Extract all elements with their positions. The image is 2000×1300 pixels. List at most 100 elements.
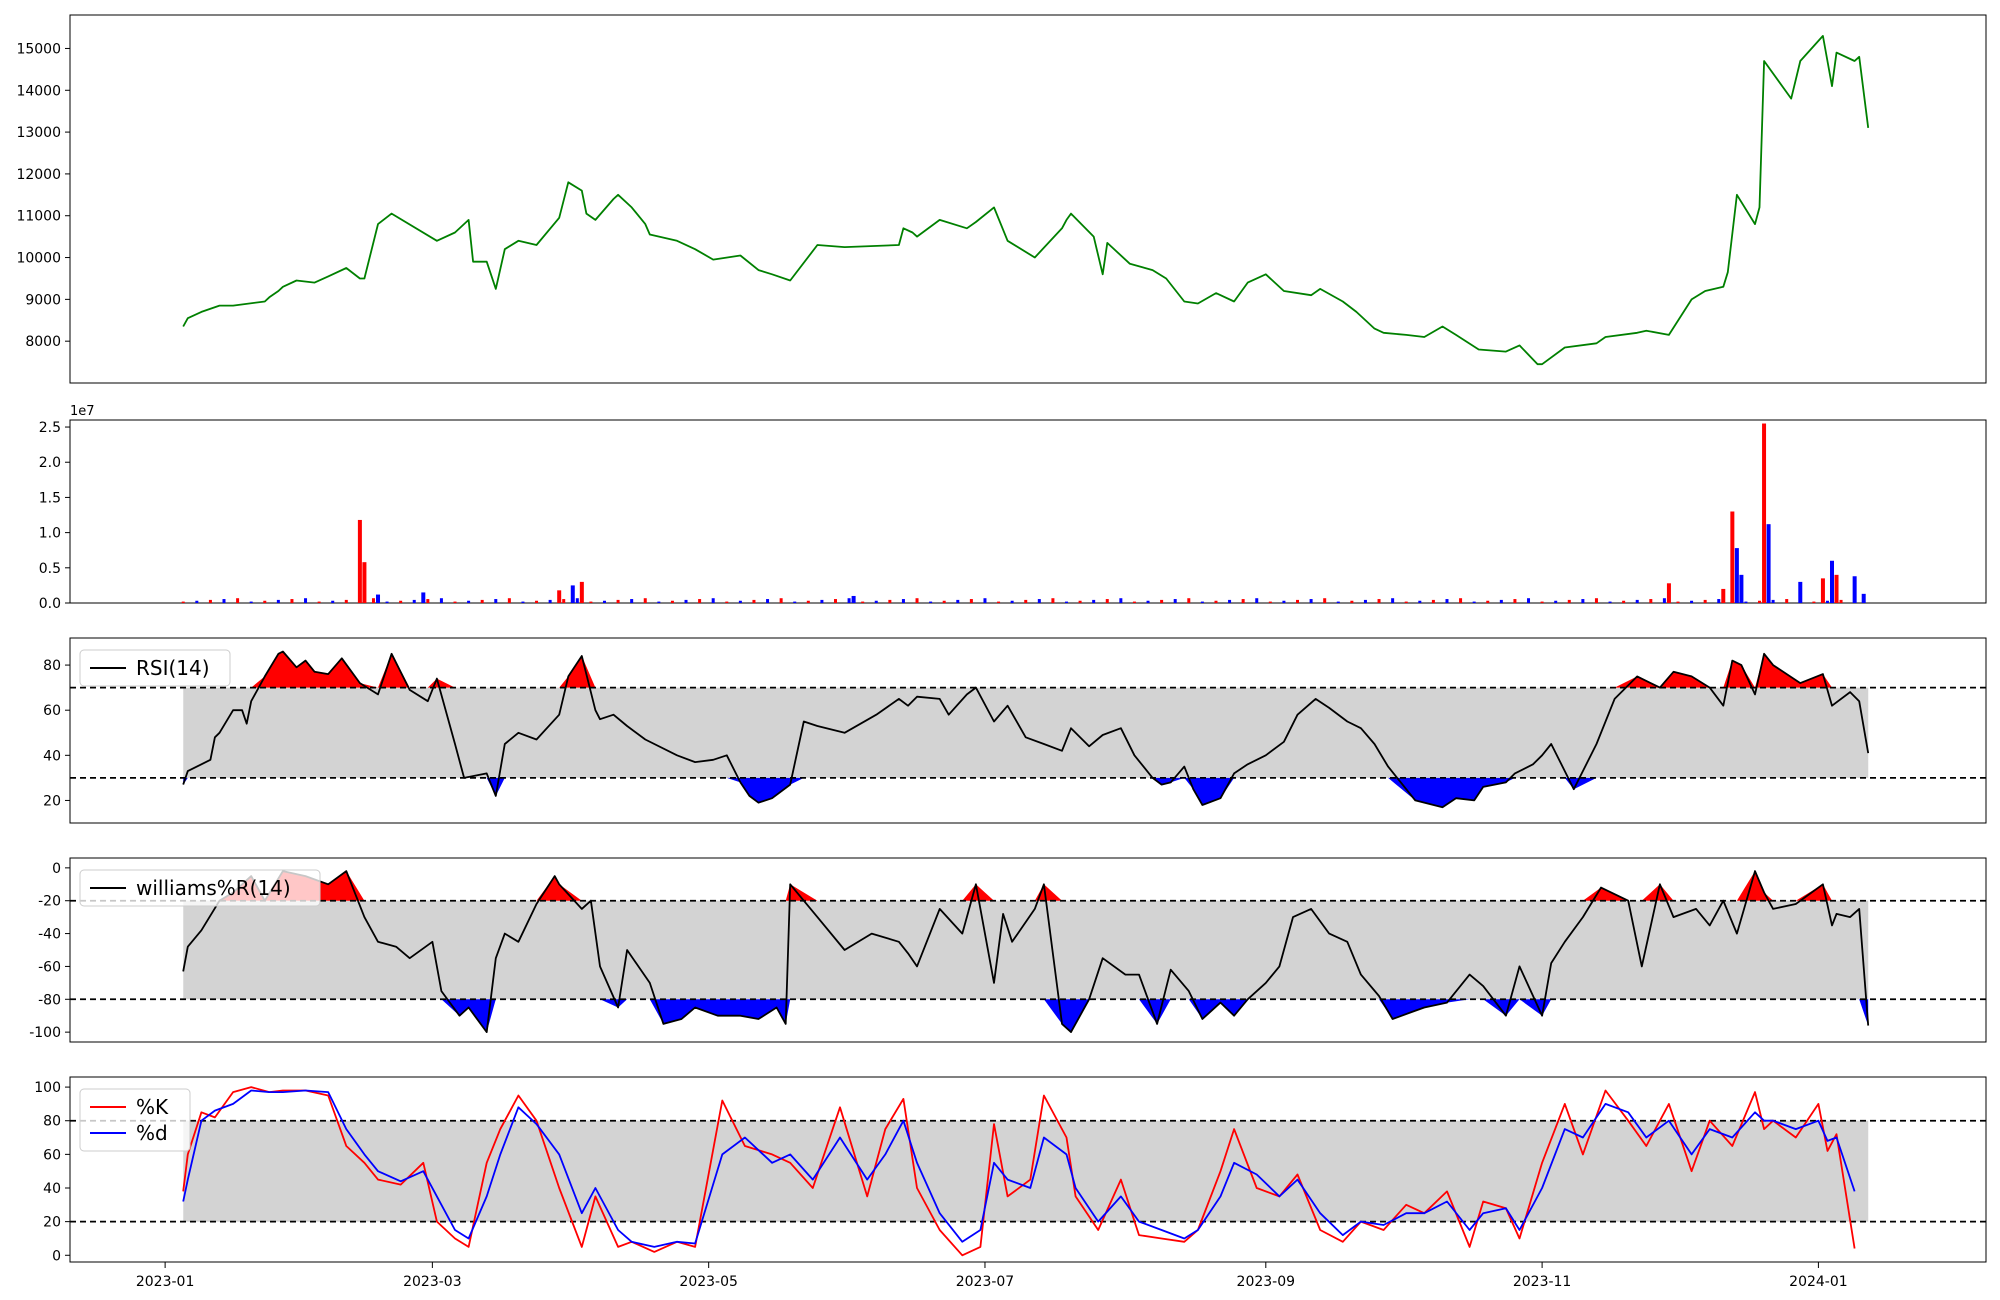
overbought-fill: [183, 651, 1869, 688]
volume-bar: [670, 600, 674, 603]
volume-bar: [630, 599, 634, 603]
volume-bar: [1730, 511, 1735, 603]
volume-bar: [548, 599, 552, 603]
y-tick-label: 14000: [16, 83, 61, 99]
volume-bar: [1146, 600, 1150, 603]
volume-bar: [1445, 599, 1449, 603]
volume-panel: 1e7 0.0 0.5 1.0 1.5 2.0 2.5: [39, 404, 1987, 612]
volume-bar: [304, 598, 308, 603]
y-tick-label: 13000: [16, 125, 61, 141]
volume-bar: [439, 598, 443, 603]
x-tick-label: 2023-05: [679, 1274, 738, 1290]
volume-exponent-label: 1e7: [70, 404, 95, 419]
volume-bar: [915, 598, 919, 603]
x-tick-label: 2023-09: [1237, 1274, 1296, 1290]
volume-bar: [766, 599, 770, 603]
volume-bar: [579, 581, 584, 603]
legend-box: [79, 1088, 191, 1152]
y-tick-label: 12000: [16, 167, 61, 183]
axes-frame: [69, 637, 1987, 824]
legend-box: [79, 649, 231, 687]
volume-bar: [1608, 601, 1612, 603]
volume-bar: [874, 600, 878, 603]
volume-bar: [1472, 601, 1476, 603]
volume-bar: [1820, 578, 1825, 603]
volume-bar: [956, 599, 960, 603]
y-tick-label: 2.5: [39, 420, 61, 436]
volume-bar: [833, 599, 837, 603]
volume-bar: [557, 590, 562, 603]
volume-bar: [1567, 599, 1571, 603]
y-tick-label: 0.0: [39, 596, 61, 612]
y-tick-label: 8000: [25, 334, 61, 350]
y-tick-label: 1.5: [39, 490, 61, 506]
volume-bar: [643, 598, 647, 603]
volume-bar: [779, 598, 783, 603]
y-tick-label: 60: [43, 1147, 61, 1163]
volume-bar: [806, 600, 810, 603]
axes-frame: [69, 1076, 1987, 1263]
volume-bar: [1771, 599, 1775, 603]
volume-bar: [181, 601, 185, 603]
neutral-band: [183, 1120, 1869, 1222]
volume-bar: [1037, 599, 1041, 603]
volume-bar: [1282, 600, 1286, 603]
volume-bar: [1024, 599, 1028, 603]
oversold-fill: [183, 999, 1869, 1033]
y-tick-label: 80: [43, 1114, 61, 1130]
volume-bar: [1852, 576, 1857, 603]
volume-bar: [1160, 599, 1164, 603]
volume-bar: [1404, 601, 1408, 603]
x-tick-label: 2023-11: [1513, 1274, 1572, 1290]
y-tick-label: 1.0: [39, 526, 61, 542]
volume-bar: [421, 592, 426, 603]
volume-bar: [684, 599, 688, 603]
volume-bar: [1758, 600, 1762, 603]
volume-bar: [1268, 601, 1272, 603]
volume-bar: [1214, 600, 1218, 603]
volume-bar: [1734, 548, 1739, 603]
legend-label: RSI(14): [136, 656, 210, 680]
rsi-panel: 20 40 60 80 RSI(14): [43, 637, 1987, 824]
volume-bar: [1721, 588, 1726, 603]
volume-bar: [1499, 599, 1503, 603]
volume-bar: [1350, 600, 1354, 603]
volume-bar: [1676, 601, 1680, 603]
volume-bar: [1105, 599, 1109, 603]
volume-bar: [1309, 599, 1313, 603]
volume-bar: [1635, 599, 1639, 603]
volume-bar: [602, 600, 606, 603]
volume-bar: [521, 601, 525, 603]
volume-bar: [1739, 574, 1744, 603]
series-line-williams-r-14-: [182, 870, 1870, 1033]
axes-frame: [69, 14, 1987, 384]
y-tick-label: 10000: [16, 251, 61, 267]
volume-bar: [589, 601, 593, 603]
volume-bar: [942, 600, 946, 603]
y-tick-label: -100: [29, 1025, 61, 1041]
legend-label: %d: [136, 1121, 168, 1145]
volume-bar: [1323, 598, 1327, 603]
volume-bar: [1132, 601, 1136, 603]
y-tick-label: 20: [43, 793, 61, 809]
volume-bar: [1594, 598, 1598, 603]
volume-bar: [847, 598, 851, 603]
volume-bar: [1513, 599, 1517, 603]
overbought-fill: [183, 871, 1869, 901]
volume-bar: [1187, 598, 1191, 603]
volume-bar: [276, 599, 280, 603]
volume-bar: [1703, 599, 1707, 603]
y-tick-label: -60: [38, 959, 61, 975]
series-line-rsi-14-: [182, 650, 1870, 809]
volume-bar: [1200, 601, 1204, 603]
volume-bar: [1078, 600, 1082, 603]
y-tick-label: 60: [43, 703, 61, 719]
volume-bar: [1363, 599, 1367, 603]
volume-bar: [376, 594, 381, 603]
oversold-fill: [183, 777, 1869, 808]
volume-bar: [1540, 601, 1544, 603]
volume-bar: [1662, 598, 1666, 603]
volume-bar: [399, 600, 403, 603]
series-line--d: [182, 1089, 1856, 1248]
